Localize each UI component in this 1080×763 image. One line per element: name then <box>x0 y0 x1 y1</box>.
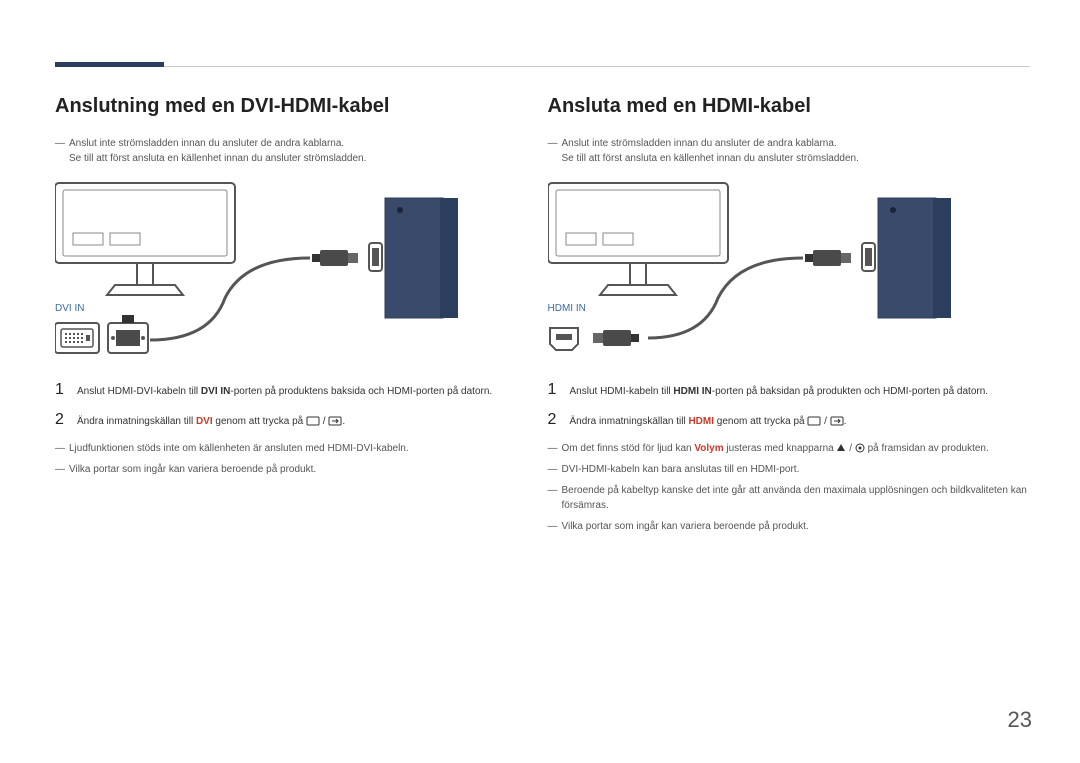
text-fragment: Ändra inmatningskällan till <box>77 416 196 427</box>
left-warning-2: Se till att först ansluta en källenhet i… <box>55 151 538 166</box>
text-fragment: Anslut HDMI-DVI-kabeln till <box>77 386 201 397</box>
source-icon <box>328 416 342 426</box>
page-number: 23 <box>1008 707 1032 733</box>
step-number: 2 <box>548 411 570 429</box>
text-fragment: -porten på produktens baksida och HDMI-p… <box>230 386 492 397</box>
right-step-2: 2 Ändra inmatningskällan till HDMI genom… <box>548 411 1031 429</box>
header-accent <box>55 62 164 67</box>
right-column: Ansluta med en HDMI-kabel Anslut inte st… <box>548 95 1031 540</box>
button-icon <box>807 416 821 426</box>
right-warning-1: Anslut inte strömsladden innan du anslut… <box>548 136 1031 151</box>
content-columns: Anslutning med en DVI-HDMI-kabel Anslut … <box>55 95 1030 540</box>
text-bold: HDMI IN <box>673 386 711 397</box>
text-fragment: justeras med knapparna <box>724 443 837 454</box>
step-text: Ändra inmatningskällan till HDMI genom a… <box>570 411 847 429</box>
left-port-label: DVI IN <box>55 303 84 314</box>
right-footnote-4: Vilka portar som ingår kan variera beroe… <box>548 519 1031 534</box>
right-diagram: HDMI IN <box>548 178 1031 363</box>
left-step-1: 1 Anslut HDMI-DVI-kabeln till DVI IN-por… <box>55 381 538 399</box>
left-step-2: 2 Ändra inmatningskällan till DVI genom … <box>55 411 538 429</box>
right-port-label: HDMI IN <box>548 303 586 314</box>
left-diagram: DVI IN <box>55 178 538 363</box>
text-bold: DVI IN <box>201 386 230 397</box>
right-footnote-1: Om det finns stöd för ljud kan Volym jus… <box>548 441 1031 456</box>
step-number: 2 <box>55 411 77 429</box>
source-icon <box>830 416 844 426</box>
button-icon <box>306 416 320 426</box>
step-text: Anslut HDMI-DVI-kabeln till DVI IN-porte… <box>77 381 492 399</box>
left-warning-1: Anslut inte strömsladden innan du anslut… <box>55 136 538 151</box>
left-column: Anslutning med en DVI-HDMI-kabel Anslut … <box>55 95 538 540</box>
text-fragment: genom att trycka på <box>714 416 807 427</box>
circle-dot-icon <box>855 443 865 453</box>
left-footnote-2: Vilka portar som ingår kan variera beroe… <box>55 462 538 477</box>
right-step-1: 1 Anslut HDMI-kabeln till HDMI IN-porten… <box>548 381 1031 399</box>
text-red: DVI <box>196 416 213 427</box>
step-text: Ändra inmatningskällan till DVI genom at… <box>77 411 345 429</box>
right-warning-2: Se till att först ansluta en källenhet i… <box>548 151 1031 166</box>
left-footnote-1: Ljudfunktionen stöds inte om källenheten… <box>55 441 538 456</box>
left-title: Anslutning med en DVI-HDMI-kabel <box>55 95 538 118</box>
step-number: 1 <box>548 381 570 399</box>
right-footnote-3: Beroende på kabeltyp kanske det inte går… <box>548 483 1031 513</box>
text-red: HDMI <box>688 416 714 427</box>
text-fragment: på framsidan av produkten. <box>868 443 989 454</box>
text-fragment: Anslut HDMI-kabeln till <box>570 386 674 397</box>
right-title: Ansluta med en HDMI-kabel <box>548 95 1031 118</box>
header-divider <box>55 66 1030 67</box>
up-triangle-icon <box>836 443 846 453</box>
text-red: Volym <box>694 443 723 454</box>
text-fragment: Ändra inmatningskällan till <box>570 416 689 427</box>
step-number: 1 <box>55 381 77 399</box>
text-fragment: -porten på baksidan på produkten och HDM… <box>712 386 988 397</box>
right-footnote-2: DVI-HDMI-kabeln kan bara anslutas till e… <box>548 462 1031 477</box>
text-fragment: genom att trycka på <box>213 416 306 427</box>
step-text: Anslut HDMI-kabeln till HDMI IN-porten p… <box>570 381 989 399</box>
text-fragment: Om det finns stöd för ljud kan <box>562 443 695 454</box>
